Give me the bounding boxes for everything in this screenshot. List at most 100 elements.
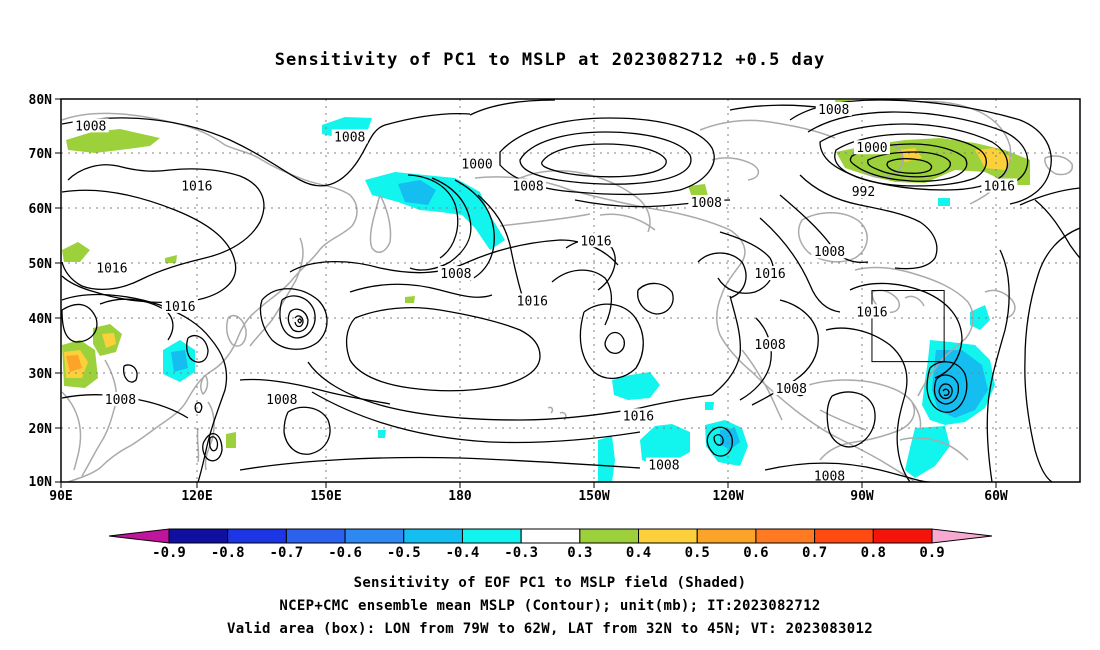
- negative-patch: [932, 350, 988, 418]
- contour-line: [867, 151, 951, 178]
- contour-line: [202, 433, 223, 462]
- contour-line: [849, 282, 963, 379]
- contour-label: 1016: [164, 300, 195, 315]
- contour-label-bg: [645, 457, 682, 472]
- contour-line: [713, 434, 724, 446]
- contour-line: [926, 361, 968, 413]
- lat-label: 60N: [29, 202, 53, 217]
- coastline-philippines: [196, 401, 215, 471]
- contour-line: [1034, 199, 1080, 259]
- colorbar-swatch: [814, 528, 874, 544]
- coastline-north-america: [474, 176, 916, 482]
- contour-line: [454, 179, 495, 281]
- contour-label-bg: [178, 178, 215, 193]
- colorbar-swatch: [872, 528, 933, 544]
- colorbar-label: -0.8: [211, 545, 245, 561]
- negative-patch: [398, 180, 436, 205]
- contour-label-bg: [752, 266, 789, 281]
- contour-line: [697, 252, 747, 299]
- positive-patch: [165, 255, 177, 263]
- coastline-us-east: [854, 266, 974, 397]
- contour-label: 1008: [776, 382, 807, 397]
- contour-line: [345, 306, 541, 392]
- lat-label: 20N: [29, 422, 53, 437]
- contour-line: [477, 194, 526, 306]
- contour-line: [287, 308, 309, 333]
- colorbar-low-triangle: [108, 528, 170, 544]
- contour-label: 1008: [648, 459, 679, 474]
- footer-line-2: NCEP+CMC ensemble mean MSLP (Contour); u…: [279, 598, 821, 614]
- contour-line: [283, 406, 331, 455]
- contour-line: [499, 117, 715, 196]
- contour-label: 1016: [856, 305, 887, 320]
- contour-label: 1016: [754, 267, 785, 282]
- contour-label: 1016: [181, 180, 212, 195]
- coastline-gulf-of-mexico: [799, 379, 916, 461]
- colorbar-swatch: [168, 528, 229, 544]
- contour-label-bg: [510, 178, 547, 193]
- contour-label: 992: [852, 185, 875, 200]
- contour-line: [61, 189, 237, 304]
- contour-line: [311, 391, 641, 444]
- negative-patch: [938, 198, 950, 206]
- contour-line: [706, 426, 733, 457]
- colorbar-swatch: [403, 528, 463, 544]
- gridlines: [61, 99, 1080, 482]
- contour-line: [297, 318, 302, 324]
- positive-patch: [226, 432, 236, 448]
- contour-label-bg: [688, 194, 725, 209]
- contour-label-bg: [102, 391, 139, 406]
- lat-label: 80N: [29, 93, 53, 108]
- colorbar-label: 0.9: [919, 545, 944, 561]
- colorbar-label: 0.8: [861, 545, 886, 561]
- contour-label: 1000: [856, 141, 887, 156]
- colorbar-swatch: [461, 528, 522, 544]
- contour-line: [1024, 227, 1080, 482]
- contour-line: [551, 269, 613, 326]
- contour-line: [61, 112, 471, 187]
- contour-line: [825, 327, 911, 482]
- contour-line: [61, 303, 98, 343]
- positive-patch: [66, 355, 82, 372]
- contour-line: [933, 374, 960, 405]
- contour-label: 1008: [512, 180, 543, 195]
- contour-label: 1016: [580, 234, 611, 249]
- contour-label-bg: [93, 260, 130, 275]
- contour-label-bg: [161, 298, 198, 313]
- colorbar-label: 0.6: [743, 545, 768, 561]
- negative-patch: [720, 428, 740, 450]
- coastline-baja: [741, 349, 783, 421]
- lon-label: 120E: [181, 489, 212, 504]
- contour-label: 1008: [75, 119, 106, 134]
- contour-line: [779, 194, 869, 264]
- contour-label-bg: [773, 380, 810, 395]
- coastline-kamchatka: [369, 194, 392, 253]
- contour-line: [194, 402, 203, 414]
- contour-line: [469, 99, 556, 116]
- contour-line: [239, 378, 391, 405]
- colorbar-label: -0.6: [328, 545, 362, 561]
- negative-patch: [365, 172, 505, 250]
- colorbar-swatch: [579, 528, 640, 544]
- positive-patch: [405, 296, 415, 303]
- contour-line: [1019, 187, 1080, 206]
- contour-line: [637, 282, 674, 315]
- contour-label-bg: [811, 468, 848, 483]
- positive-patch: [66, 129, 160, 153]
- positive-patch: [102, 333, 116, 348]
- contour-label-bg: [577, 233, 614, 248]
- contour-line: [834, 133, 987, 187]
- contour-label: 1000: [461, 158, 492, 173]
- coastline-taiwan: [200, 374, 209, 396]
- colorbar-label: -0.9: [152, 545, 186, 561]
- negative-patch: [905, 426, 950, 478]
- contour-line: [61, 164, 265, 291]
- contour-line: [259, 288, 328, 350]
- axis-ticks: [55, 98, 997, 488]
- contour-label: 1008: [814, 470, 845, 485]
- contour-label-bg: [72, 118, 109, 133]
- coastline-aleutians: [499, 213, 591, 227]
- contour-label: 1008: [691, 196, 722, 211]
- mslp-contours: [61, 99, 1080, 482]
- contour-label: 1008: [754, 338, 785, 353]
